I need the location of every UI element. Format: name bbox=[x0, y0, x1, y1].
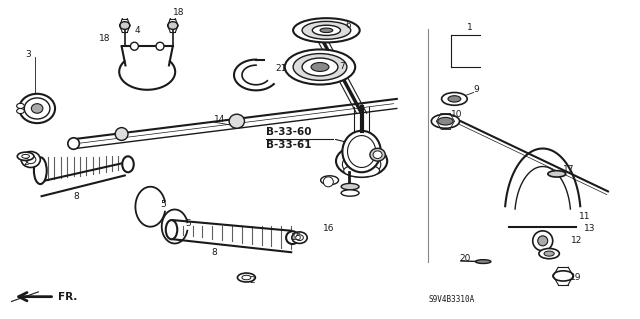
Text: 3: 3 bbox=[26, 50, 31, 59]
Text: 18: 18 bbox=[99, 34, 111, 43]
Ellipse shape bbox=[476, 260, 491, 263]
Text: S9V4B3310A: S9V4B3310A bbox=[429, 295, 475, 304]
Text: 11: 11 bbox=[579, 212, 591, 221]
Ellipse shape bbox=[348, 136, 376, 167]
Text: 5: 5 bbox=[186, 219, 191, 228]
Text: 6: 6 bbox=[346, 21, 351, 30]
Ellipse shape bbox=[120, 22, 130, 29]
Ellipse shape bbox=[242, 275, 251, 280]
Ellipse shape bbox=[17, 103, 24, 108]
Ellipse shape bbox=[19, 94, 55, 123]
Text: B-33-60: B-33-60 bbox=[266, 127, 311, 137]
Text: 16: 16 bbox=[323, 224, 335, 233]
Text: FR.: FR. bbox=[58, 292, 77, 302]
Ellipse shape bbox=[115, 128, 128, 140]
Text: 17: 17 bbox=[563, 165, 575, 174]
Ellipse shape bbox=[293, 54, 347, 80]
Text: 20: 20 bbox=[460, 254, 471, 263]
Circle shape bbox=[156, 42, 164, 50]
Ellipse shape bbox=[302, 58, 338, 76]
Ellipse shape bbox=[285, 49, 355, 85]
Ellipse shape bbox=[553, 271, 573, 281]
Ellipse shape bbox=[26, 155, 36, 164]
Text: 14: 14 bbox=[214, 115, 226, 124]
Ellipse shape bbox=[293, 18, 360, 42]
Text: 21: 21 bbox=[275, 64, 287, 73]
Ellipse shape bbox=[442, 93, 467, 105]
Ellipse shape bbox=[34, 157, 47, 184]
Ellipse shape bbox=[24, 98, 50, 119]
Ellipse shape bbox=[342, 131, 381, 172]
Ellipse shape bbox=[237, 273, 255, 282]
Ellipse shape bbox=[438, 117, 453, 125]
Ellipse shape bbox=[336, 145, 387, 177]
Text: 9: 9 bbox=[474, 85, 479, 94]
Circle shape bbox=[538, 236, 548, 246]
Ellipse shape bbox=[344, 164, 380, 177]
Text: 2: 2 bbox=[24, 158, 29, 167]
Ellipse shape bbox=[292, 232, 307, 243]
Ellipse shape bbox=[286, 231, 299, 244]
Ellipse shape bbox=[122, 156, 134, 172]
Text: 15: 15 bbox=[291, 233, 303, 242]
Text: B-33-61: B-33-61 bbox=[266, 140, 311, 150]
Ellipse shape bbox=[341, 190, 359, 196]
Text: 8: 8 bbox=[74, 192, 79, 201]
Ellipse shape bbox=[17, 108, 24, 114]
Ellipse shape bbox=[544, 251, 554, 256]
Text: 4: 4 bbox=[134, 26, 140, 35]
Text: 8: 8 bbox=[211, 248, 217, 256]
Ellipse shape bbox=[448, 96, 461, 102]
Text: 7: 7 bbox=[339, 63, 345, 71]
Ellipse shape bbox=[229, 114, 244, 128]
Ellipse shape bbox=[539, 249, 559, 259]
Ellipse shape bbox=[373, 151, 382, 159]
Ellipse shape bbox=[21, 152, 40, 167]
Text: 1: 1 bbox=[467, 23, 473, 32]
Text: 5: 5 bbox=[160, 200, 166, 209]
Ellipse shape bbox=[296, 235, 303, 241]
Ellipse shape bbox=[321, 176, 339, 185]
Ellipse shape bbox=[22, 154, 29, 158]
Text: 19: 19 bbox=[570, 273, 581, 282]
Ellipse shape bbox=[312, 25, 340, 35]
Text: 2: 2 bbox=[250, 276, 255, 285]
Text: 18: 18 bbox=[173, 8, 184, 17]
Text: 10: 10 bbox=[451, 110, 463, 119]
Ellipse shape bbox=[31, 104, 43, 113]
Text: 13: 13 bbox=[584, 224, 595, 233]
Ellipse shape bbox=[320, 28, 333, 33]
Ellipse shape bbox=[166, 220, 177, 239]
Ellipse shape bbox=[17, 152, 34, 160]
Circle shape bbox=[323, 177, 333, 187]
Ellipse shape bbox=[342, 152, 381, 176]
Ellipse shape bbox=[168, 22, 178, 29]
Ellipse shape bbox=[68, 138, 79, 149]
Ellipse shape bbox=[548, 171, 566, 177]
Circle shape bbox=[131, 42, 138, 50]
Ellipse shape bbox=[370, 148, 385, 161]
Text: 12: 12 bbox=[571, 236, 582, 245]
Circle shape bbox=[532, 231, 553, 251]
Ellipse shape bbox=[341, 183, 359, 190]
Ellipse shape bbox=[302, 21, 351, 39]
Ellipse shape bbox=[311, 63, 329, 71]
Ellipse shape bbox=[431, 114, 460, 128]
